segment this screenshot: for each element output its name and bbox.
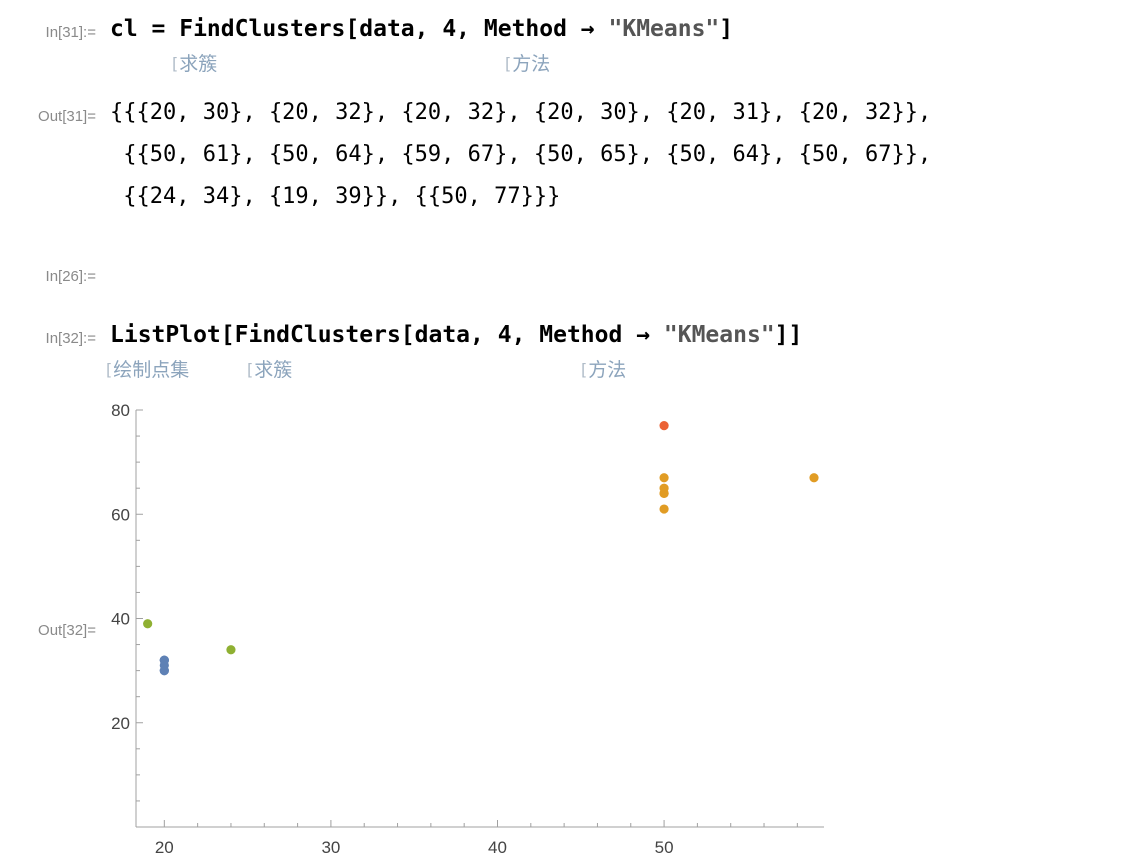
input-cell-31[interactable]: cl = FindClusters[data, 4, Method → "KMe… bbox=[110, 16, 733, 42]
input-label-26: In[26]:= bbox=[45, 268, 96, 285]
code-hint-listplot: 绘制点集 bbox=[106, 355, 189, 382]
input-label-32: In[32]:= bbox=[45, 330, 96, 347]
plot-axes: 20 30 40 50 20 40 60 80 bbox=[111, 401, 824, 857]
code-hint-method: 方法 bbox=[581, 355, 626, 382]
code-text: ListPlot[FindClusters[data, 4, Method → bbox=[110, 322, 664, 348]
code-string: "KMeans" bbox=[608, 16, 720, 42]
code-text-end: ]] bbox=[774, 322, 803, 348]
input-label-31: In[31]:= bbox=[45, 24, 96, 41]
data-point bbox=[659, 504, 669, 514]
output-label-32: Out[32]= bbox=[38, 622, 96, 639]
data-point bbox=[159, 655, 169, 665]
code-hint-findclusters: 求簇 bbox=[247, 355, 292, 382]
data-point bbox=[809, 473, 819, 483]
plot-points bbox=[143, 421, 819, 676]
x-tick-label: 50 bbox=[655, 838, 674, 857]
output-line-3: {{24, 34}, {19, 39}}, {{50, 77}}} bbox=[110, 184, 561, 209]
y-tick-label: 20 bbox=[111, 714, 130, 733]
code-text: cl = FindClusters[data, 4, Method → bbox=[110, 16, 609, 42]
x-tick-label: 20 bbox=[155, 838, 174, 857]
output-line-1: {{{20, 30}, {20, 32}, {20, 32}, {20, 30}… bbox=[110, 100, 932, 125]
output-line-2: {{50, 61}, {50, 64}, {59, 67}, {50, 65},… bbox=[110, 142, 932, 167]
data-point bbox=[659, 421, 669, 431]
x-tick-label: 30 bbox=[321, 838, 340, 857]
x-tick-label: 40 bbox=[488, 838, 507, 857]
code-hint-method: 方法 bbox=[505, 49, 550, 76]
input-cell-32[interactable]: ListPlot[FindClusters[data, 4, Method → … bbox=[110, 322, 802, 348]
data-point bbox=[659, 488, 669, 498]
data-point bbox=[659, 473, 669, 483]
code-string: "KMeans" bbox=[663, 322, 775, 348]
y-tick-label: 40 bbox=[111, 610, 130, 629]
code-hint-findclusters: 求簇 bbox=[172, 49, 217, 76]
y-tick-label: 60 bbox=[111, 505, 130, 524]
data-point bbox=[226, 645, 236, 655]
output-label-31: Out[31]= bbox=[38, 108, 96, 125]
y-tick-label: 80 bbox=[111, 401, 130, 420]
data-point bbox=[143, 619, 153, 629]
code-text-end: ] bbox=[719, 16, 734, 42]
